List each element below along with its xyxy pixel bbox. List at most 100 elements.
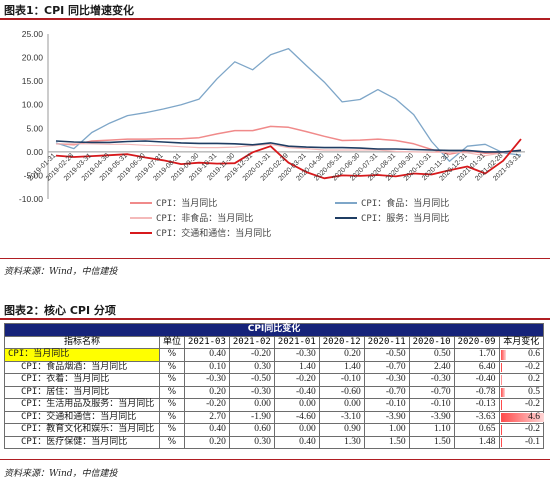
figure2-title: 核心 CPI 分项 <box>44 304 116 317</box>
change-value: 4.6 <box>528 411 540 422</box>
legend-label: CPI：食品：当月同比 <box>361 199 450 209</box>
table-row: CPI：居住：当月同比% 0.20 -0.30 -0.40 -0.60 -0.70 -0.7… <box>4 385 545 399</box>
row-value: 1.50 <box>408 435 455 449</box>
row-name: CPI：食品烟酒：当月同比 <box>4 360 160 374</box>
row-value: -0.30 <box>273 348 320 362</box>
row-value: 0.00 <box>228 398 275 412</box>
row-value: 1.50 <box>363 435 410 449</box>
row-name: CPI：生活用品及服务：当月同比 <box>4 398 160 412</box>
row-unit: % <box>158 348 185 362</box>
col-header: 2021-01 <box>273 335 320 349</box>
change-value: 0.5 <box>528 386 540 397</box>
series-line <box>55 47 522 162</box>
row-value: 1.00 <box>363 423 410 437</box>
row-value: 0.30 <box>228 435 275 449</box>
legend-label: CPI：非食品：当月同比 <box>156 214 254 224</box>
table-banner-row: CPI同比变化 <box>4 323 544 337</box>
row-value: -0.30 <box>183 373 230 387</box>
figure1-source: 资料来源：Wind，中信建投 <box>4 267 118 277</box>
col-header: 指标名称 <box>4 335 160 349</box>
row-value: -4.60 <box>273 410 320 424</box>
table-row: CPI：当月同比% 0.40 -0.20 -0.30 0.20 -0.50 0.50 1.70… <box>4 348 545 362</box>
row-value: 0.20 <box>183 385 230 399</box>
legend-swatch <box>335 202 357 204</box>
change-value: -0.2 <box>524 424 540 434</box>
row-value: 0.50 <box>408 348 455 362</box>
row-value: 2.70 <box>183 410 230 424</box>
col-header: 2020-10 <box>408 335 455 349</box>
change-bar <box>500 412 544 422</box>
figure2-source-rule <box>0 459 550 460</box>
row-name: CPI：衣着：当月同比 <box>4 373 160 387</box>
row-value: -0.60 <box>318 385 365 399</box>
core-cpi-table: CPI同比变化 指标名称 单位 2021-03 2021-02 2021-01 … <box>4 323 545 449</box>
row-value: -0.30 <box>408 373 455 387</box>
cpi-line-chart: 25.0020.0015.0010.005.000.00-5.00-10.002… <box>19 29 525 204</box>
row-value: 0.20 <box>318 348 365 362</box>
table-banner: CPI同比变化 <box>4 323 544 337</box>
row-name: CPI：当月同比 <box>4 348 160 362</box>
row-change: -0.2 <box>498 398 545 412</box>
row-value: -0.13 <box>453 398 500 412</box>
col-header: 2020-09 <box>453 335 500 349</box>
change-bar <box>500 350 507 360</box>
row-value: 0.20 <box>183 435 230 449</box>
col-header: 2021-03 <box>183 335 230 349</box>
row-value: 0.30 <box>228 360 275 374</box>
col-header: 2020-11 <box>363 335 410 349</box>
row-change: 0.6 <box>498 348 545 362</box>
table-row: CPI：交通和通信：当月同比% 2.70 -1.90 -4.60 -3.10 -3.90-… <box>4 410 545 424</box>
row-value: -3.10 <box>318 410 365 424</box>
col-header: 本月变化 <box>498 335 545 349</box>
row-value: -1.90 <box>228 410 275 424</box>
y-tick-label: 0.00 <box>26 147 43 157</box>
row-value: -3.90 <box>408 410 455 424</box>
series-line <box>55 138 522 180</box>
change-bar <box>500 387 506 397</box>
change-value: -0.2 <box>524 399 540 409</box>
row-value: 1.30 <box>318 435 365 449</box>
row-change: -0.1 <box>498 435 545 449</box>
row-value: -0.70 <box>363 360 410 374</box>
figure1-label: 图表1： <box>4 4 45 17</box>
row-change: 0.2 <box>498 373 545 387</box>
row-value: -0.40 <box>273 385 320 399</box>
legend-swatch <box>130 232 152 234</box>
figure1-source-rule <box>0 258 550 259</box>
change-value: -0.2 <box>524 361 540 372</box>
col-header: 2021-02 <box>228 335 275 349</box>
row-value: 0.60 <box>228 423 275 437</box>
row-value: 0.40 <box>183 423 230 437</box>
table-row: CPI：衣着：当月同比% -0.30 -0.50 -0.20 -0.10 -0.30 -0.… <box>4 373 545 387</box>
row-value: -0.30 <box>228 385 275 399</box>
col-header: 单位 <box>158 335 185 349</box>
row-unit: % <box>158 373 185 387</box>
table-header-row: 指标名称 单位 2021-03 2021-02 2021-01 2020-12 … <box>4 335 545 349</box>
row-value: -0.78 <box>453 385 500 399</box>
legend-swatch <box>130 202 152 204</box>
row-change: -0.2 <box>498 360 545 374</box>
row-unit: % <box>158 423 185 437</box>
row-value: 0.65 <box>453 423 500 437</box>
row-value: -0.20 <box>228 348 275 362</box>
row-value: -3.90 <box>363 410 410 424</box>
row-value: -0.10 <box>408 398 455 412</box>
row-name: CPI：教育文化和娱乐：当月同比 <box>4 423 160 437</box>
row-value: -0.20 <box>273 373 320 387</box>
row-value: 0.00 <box>273 423 320 437</box>
series-line <box>56 143 522 157</box>
row-value: -0.20 <box>183 398 230 412</box>
row-name: CPI：交通和通信：当月同比 <box>4 410 160 424</box>
y-tick-label: -10.00 <box>19 194 43 204</box>
change-value: 0.6 <box>528 349 540 359</box>
row-value: 1.40 <box>318 360 365 374</box>
row-value: 1.40 <box>273 360 320 374</box>
figure2-header: 图表2： 核心 CPI 分项 <box>0 300 550 320</box>
row-value: 0.90 <box>318 423 365 437</box>
change-bar <box>500 400 503 410</box>
row-unit: % <box>158 398 185 412</box>
row-unit: % <box>158 385 185 399</box>
row-value: -0.50 <box>228 373 275 387</box>
legend-label: CPI：服务：当月同比 <box>361 214 450 224</box>
row-unit: % <box>158 410 185 424</box>
